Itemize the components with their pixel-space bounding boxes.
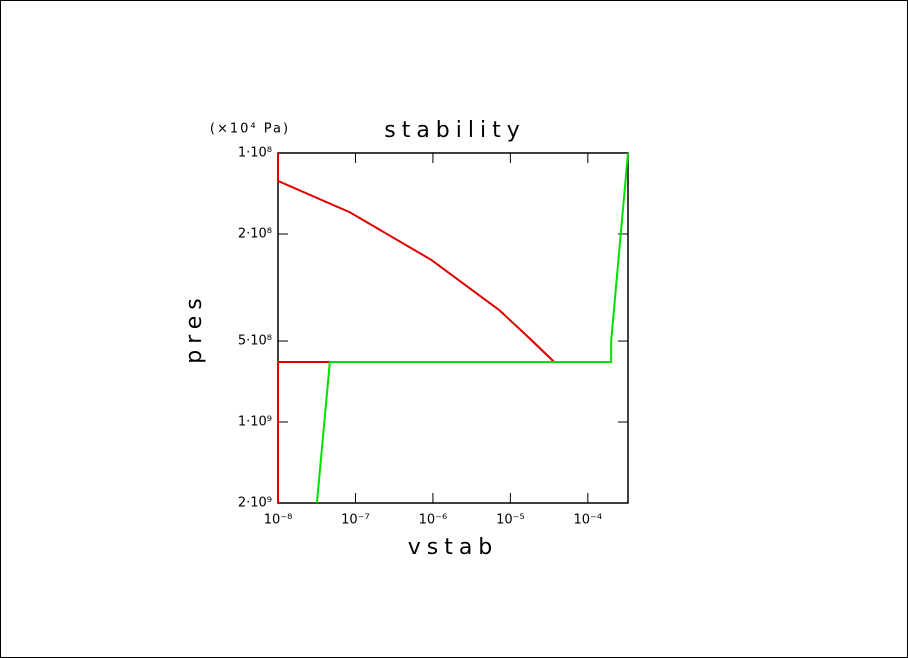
series-line [277, 153, 555, 503]
series-line [315, 152, 629, 504]
y-axis-label: pres [182, 292, 207, 364]
x-axis-label: vstab [408, 535, 499, 560]
y-tick-label: 2·10⁹ [238, 496, 272, 511]
chart-title: stability [384, 118, 526, 143]
y-tick-label: 1·10⁹ [238, 415, 272, 430]
plot-frame [277, 152, 629, 504]
x-tick-label: 10⁻⁵ [496, 513, 525, 528]
x-tick-label: 10⁻⁶ [419, 513, 448, 528]
x-tick-label: 10⁻⁷ [341, 513, 370, 528]
y-tick-label: 5·10⁸ [238, 334, 272, 349]
unit-label: (×10⁴ Pa) [210, 122, 290, 137]
x-tick-label: 10⁻⁴ [574, 513, 603, 528]
y-tick-label: 1·10⁸ [238, 146, 272, 161]
x-tick-label: 10⁻⁸ [264, 513, 293, 528]
y-tick-label: 2·10⁸ [238, 226, 272, 241]
